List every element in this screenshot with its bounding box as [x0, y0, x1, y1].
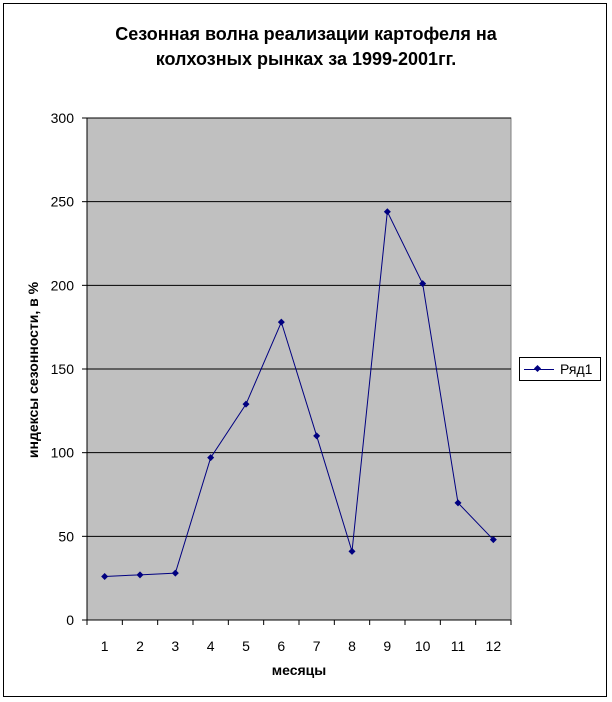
x-tick-label: 7 — [313, 638, 321, 654]
data-point — [277, 318, 285, 326]
x-tick-label: 9 — [383, 638, 391, 654]
data-point — [383, 208, 391, 216]
x-tick-label: 12 — [486, 638, 502, 654]
data-point — [207, 454, 215, 462]
x-tick-label: 1 — [101, 638, 109, 654]
data-point — [489, 536, 497, 544]
chart-title: Сезонная волна реализации картофеля на к… — [0, 22, 612, 72]
y-axis-label: индексы сезонности, в % — [25, 281, 41, 459]
series-line — [104, 209, 494, 577]
x-tick-label: 3 — [171, 638, 179, 654]
data-point — [171, 569, 179, 577]
y-tick-label: 200 — [51, 277, 75, 293]
data-point — [454, 499, 462, 507]
x-tick-label: 6 — [277, 638, 285, 654]
x-tick-label: 8 — [348, 638, 356, 654]
x-tick-label: 2 — [136, 638, 144, 654]
x-axis-label: месяцы — [271, 662, 327, 678]
data-point — [101, 572, 109, 580]
data-point — [136, 571, 144, 579]
y-tick-label: 250 — [51, 194, 75, 210]
chart-title-line-2: колхозных рынках за 1999-2001гг. — [155, 49, 457, 69]
y-tick-label: 100 — [51, 445, 75, 461]
y-tick-label: 50 — [58, 528, 74, 544]
chart-title-line-1: Сезонная волна реализации картофеля на — [115, 24, 497, 44]
data-point — [348, 547, 356, 555]
legend-label-series-1: Ряд1 — [560, 361, 593, 377]
y-tick-label: 0 — [66, 612, 74, 628]
data-point — [419, 280, 427, 288]
data-point — [313, 432, 321, 440]
data-point — [242, 400, 250, 408]
legend-diamond-marker-icon — [533, 364, 542, 373]
x-tick-label: 11 — [451, 638, 466, 654]
x-tick-label: 4 — [207, 638, 215, 654]
x-tick-label: 5 — [242, 638, 250, 654]
y-tick-label: 300 — [51, 110, 75, 126]
y-tick-label: 150 — [51, 361, 75, 377]
legend: Ряд1 — [519, 357, 601, 381]
x-tick-label: 10 — [415, 638, 431, 654]
